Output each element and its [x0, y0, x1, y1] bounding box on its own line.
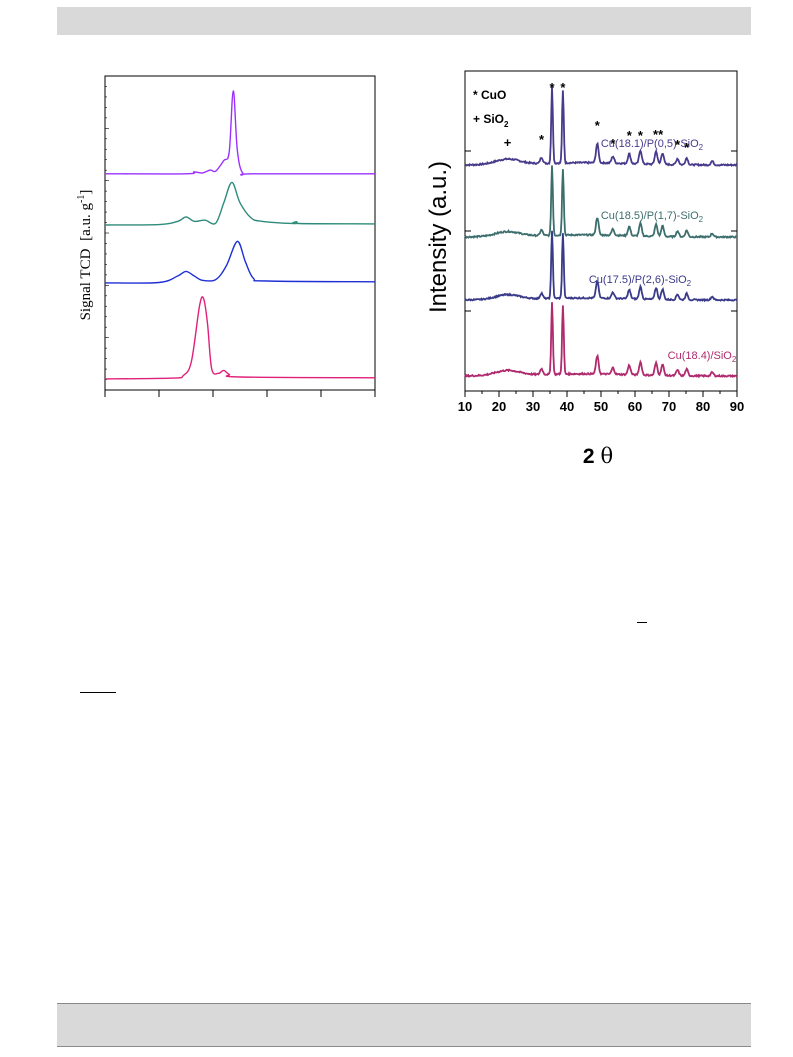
xrd-series-line-4	[464, 302, 738, 379]
xrd-series-label-4: Cu(18.4)/SiO2	[668, 350, 737, 364]
xrd-x-tick-label: 70	[662, 399, 676, 414]
xrd-x-tick-label: 40	[560, 399, 574, 414]
tpr-series-line-4	[104, 296, 376, 380]
xrd-peak-marker: *	[560, 80, 566, 95]
xrd-peak-marker: *	[675, 137, 681, 152]
xrd-peak-marker: *	[550, 80, 556, 95]
xrd-plot-area: 10 20 30 40 50 60 70 80 90 Cu(18.1)/P(0,5)-SiO2 Cu…	[458, 70, 744, 414]
tpr-chart: Signal TCD [a.u. g-1]	[76, 75, 376, 397]
tpr-series-line-3	[104, 240, 376, 284]
xrd-series-line-2	[464, 165, 737, 240]
footnote-rule	[80, 692, 116, 693]
xrd-series-line-1	[464, 86, 738, 168]
xrd-legend-sio2: + SiO2	[473, 112, 509, 129]
xrd-x-tick-label: 80	[696, 399, 710, 414]
xrd-x-tick-label: 20	[492, 399, 506, 414]
overline-mark	[637, 622, 647, 623]
tpr-y-axis-label-text: Signal TCD	[78, 248, 94, 320]
xrd-peak-marker: *	[627, 128, 633, 143]
tpr-plot-area	[104, 75, 376, 397]
xrd-peak-marker: *	[684, 140, 690, 155]
xrd-series-label-3: Cu(17.5)/P(2,6)-SiO2	[589, 274, 692, 288]
xrd-peak-marker: +	[504, 135, 512, 150]
tpr-y-axis-unit-sup: -1	[76, 195, 87, 203]
xrd-peak-marker: *	[539, 132, 545, 147]
xrd-legend-cuo: * CuO	[473, 88, 506, 102]
tpr-y-axis-label: Signal TCD [a.u. g-1]	[76, 190, 94, 321]
xrd-series-label-2: Cu(18.5)/P(1,7)-SiO2	[601, 210, 704, 224]
xrd-series-label-1: Cu(18.1)/P(0,5)-SiO2	[601, 138, 704, 152]
xrd-peak-marker: *	[595, 118, 601, 133]
xrd-x-axis-label-num: 2	[583, 445, 595, 468]
xrd-chart: 10 20 30 40 50 60 70 80 90 Cu(18.1)/P(0,5)-SiO2 Cu…	[425, 70, 744, 468]
xrd-x-tick-label: 60	[628, 399, 642, 414]
xrd-x-axis-label-symbol: θ	[601, 444, 614, 468]
tpr-y-axis-unit-end: ]	[78, 190, 94, 195]
xrd-series-line-3	[464, 230, 738, 303]
tpr-plot-frame	[104, 75, 376, 391]
xrd-y-axis-label: Intensity (a.u.)	[425, 161, 452, 313]
xrd-peak-marker: *	[638, 128, 644, 143]
tpr-y-axis-unit: [a.u. g	[78, 202, 94, 240]
xrd-x-tick-label: 10	[458, 399, 472, 414]
xrd-x-tick-label: 30	[526, 399, 540, 414]
tpr-series-line-1	[104, 90, 376, 176]
xrd-peak-marker: *	[610, 136, 616, 151]
header-band	[57, 7, 751, 35]
tpr-series-line-2	[104, 181, 376, 226]
footer-band	[57, 1003, 751, 1047]
xrd-x-tick-label: 90	[730, 399, 744, 414]
xrd-peak-marker: **	[653, 127, 664, 142]
xrd-x-tick-label: 50	[594, 399, 608, 414]
